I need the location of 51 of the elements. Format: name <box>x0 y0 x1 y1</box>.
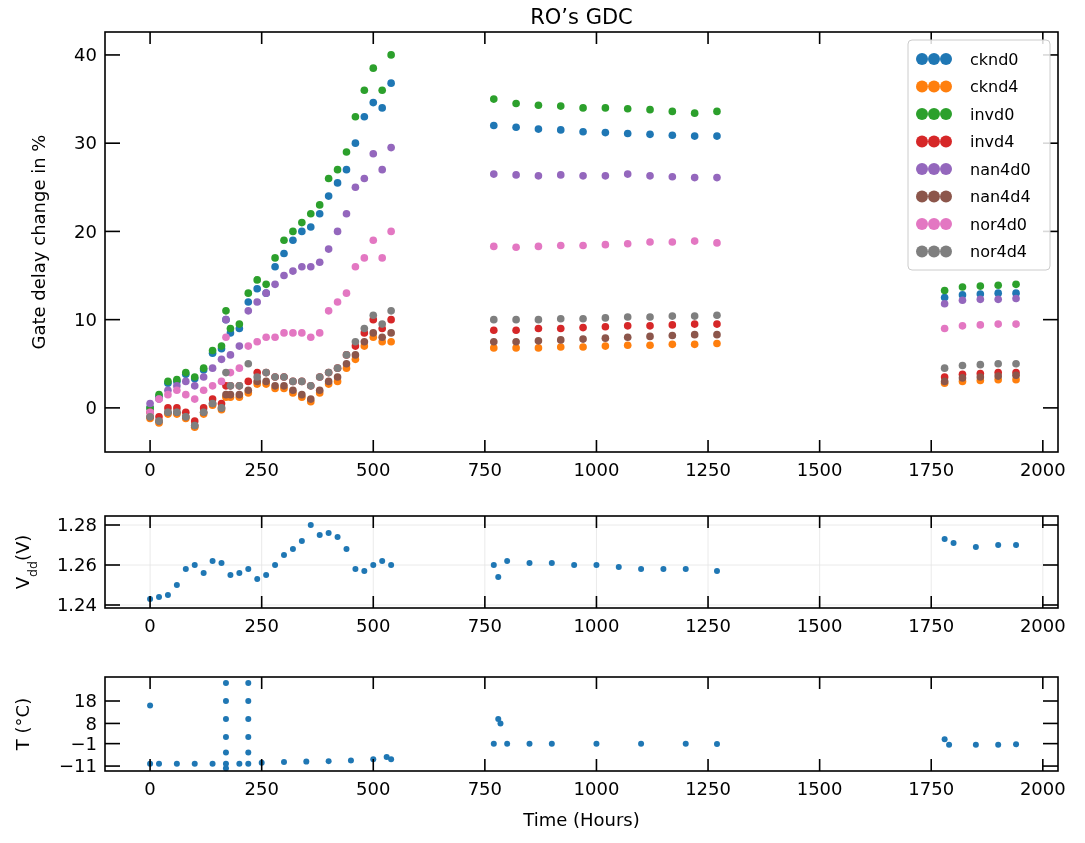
x-tick-label: 2000 <box>1019 459 1066 480</box>
x-tick-label: 1250 <box>685 459 731 480</box>
x-tick-label: 2000 <box>1019 615 1066 636</box>
x-tick-label: 1500 <box>796 615 843 636</box>
x-tick-label: 250 <box>244 615 279 636</box>
y-tick-label: 8 <box>85 712 97 734</box>
x-tick-label: 1000 <box>573 778 620 799</box>
y-tick-label: 0 <box>85 397 97 419</box>
y-axis-title: T (°C) <box>12 697 33 752</box>
x-tick-label: 0 <box>144 615 156 636</box>
x-tick-label: 500 <box>356 615 391 636</box>
x-tick-label: 1750 <box>908 459 955 480</box>
x-tick-label: 1750 <box>908 615 955 636</box>
legend-label: nan4d4 <box>970 187 1031 207</box>
legend-label: nor4d4 <box>970 242 1028 262</box>
x-tick-label: 500 <box>356 778 391 799</box>
legend-label: cknd4 <box>970 77 1019 97</box>
y-tick-label: 1.26 <box>56 554 97 576</box>
legend-label: nan4d0 <box>970 159 1031 179</box>
y-tick-label: 10 <box>74 308 97 330</box>
y-tick-label: 18 <box>74 690 97 712</box>
y-tick-label: 30 <box>74 132 97 154</box>
x-tick-label: 1250 <box>685 778 731 799</box>
x-tick-label: 750 <box>467 778 503 799</box>
x-axis-title: Time (Hours) <box>522 809 640 830</box>
x-tick-label: 1000 <box>573 459 620 480</box>
legend-label: nor4d0 <box>970 214 1028 234</box>
x-tick-label: 250 <box>244 459 279 480</box>
x-tick-label: 2000 <box>1019 778 1066 799</box>
y-tick-label: 1.24 <box>56 594 97 616</box>
x-tick-label: 1000 <box>573 615 620 636</box>
x-tick-label: 1750 <box>908 778 955 799</box>
x-tick-label: 1500 <box>796 459 843 480</box>
y-tick-label: −1 <box>70 732 97 754</box>
x-tick-label: 750 <box>467 615 503 636</box>
y-tick-label: 1.28 <box>56 514 97 536</box>
legend-label: invd4 <box>970 132 1015 152</box>
x-tick-label: 1500 <box>796 778 843 799</box>
chart-title: RO’s GDC <box>530 5 633 29</box>
y-axis-title: Gate delay change in % <box>28 134 49 350</box>
y-tick-label: −11 <box>59 755 97 777</box>
x-tick-label: 1250 <box>685 615 731 636</box>
x-tick-label: 250 <box>244 778 279 799</box>
legend-label: cknd0 <box>970 49 1019 69</box>
y-tick-label: 20 <box>74 220 97 242</box>
legend-label: invd0 <box>970 104 1015 124</box>
x-tick-label: 0 <box>144 778 156 799</box>
x-tick-label: 750 <box>467 459 503 480</box>
x-tick-label: 0 <box>144 459 156 480</box>
y-tick-label: 40 <box>74 44 97 66</box>
x-tick-label: 500 <box>356 459 391 480</box>
